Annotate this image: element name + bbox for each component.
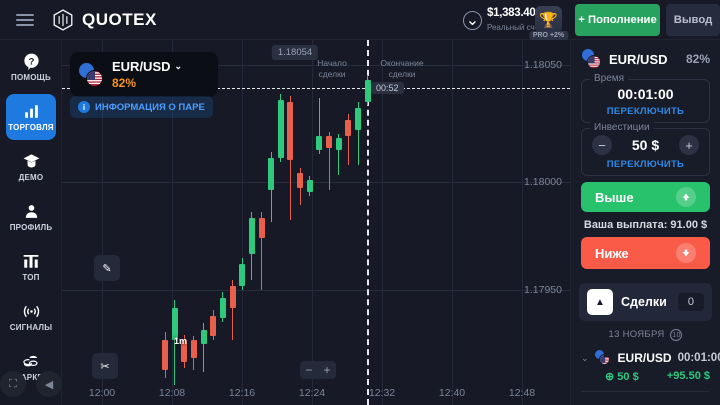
svg-text:?: ? [28, 56, 34, 67]
